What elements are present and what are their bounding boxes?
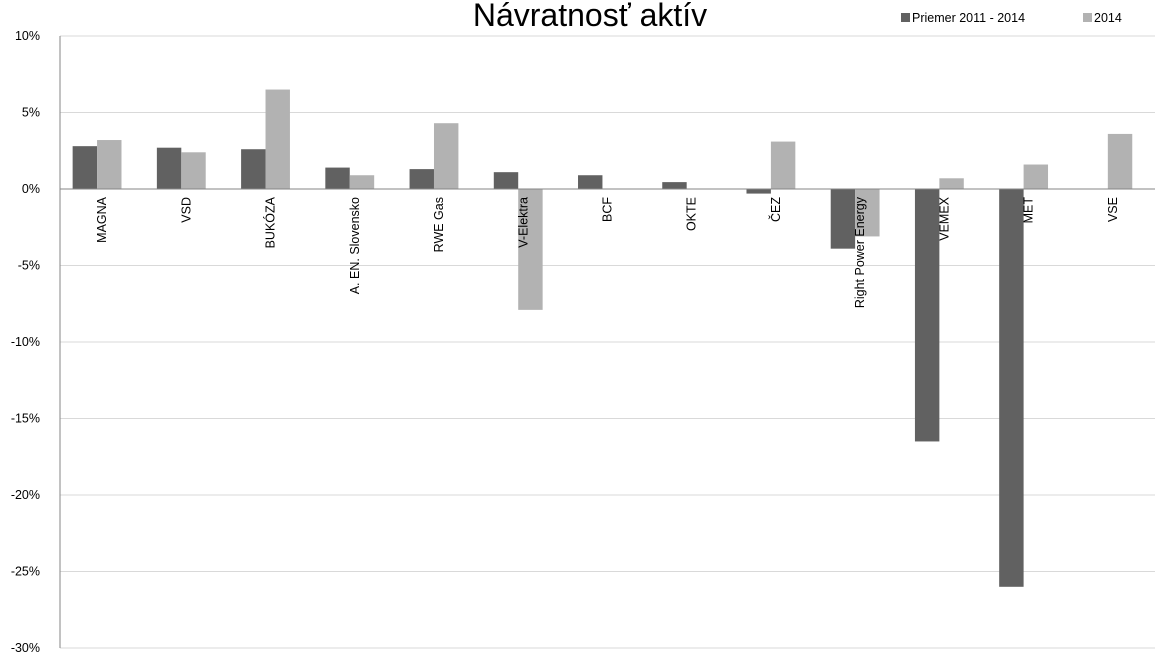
bar-series-2-10: [939, 178, 964, 189]
bar-series-1-2: [241, 149, 266, 189]
y-tick-label: -5%: [18, 259, 40, 273]
bar-series-2-3: [349, 175, 375, 189]
bar-series-2-9: [855, 189, 880, 237]
bar-series-1-1: [156, 147, 182, 189]
y-tick-label: -25%: [11, 565, 40, 579]
chart-title: Návratnosť aktív: [473, 0, 707, 33]
category-label: A. EN. Slovensko: [348, 197, 362, 294]
category-label: BUKÓZA: [263, 196, 278, 248]
bar-series-1-5: [493, 172, 519, 189]
bar-series-2-11: [1023, 164, 1049, 189]
category-label: V-Elektra: [516, 197, 530, 248]
category-label: VEMEX: [937, 196, 951, 240]
legend-swatch-series-1: [901, 13, 910, 22]
y-axis-tick-labels: 10% 5% 0% -5% -10% -15% -20% -25% -30%: [11, 29, 40, 655]
category-label: ČEZ: [768, 197, 783, 222]
y-tick-label: -15%: [11, 412, 40, 426]
bar-series-1-4: [409, 169, 434, 189]
bar-series-1-6: [578, 175, 603, 189]
bar-series-1-8: [746, 189, 771, 194]
y-tick-label: -20%: [11, 488, 40, 502]
bar-series-1-0: [72, 146, 98, 189]
legend-label-series-1: Priemer 2011 - 2014: [912, 11, 1025, 25]
bar-series-2-5: [518, 189, 543, 310]
bar-series-1-9: [830, 189, 856, 249]
category-label: VSD: [179, 197, 193, 223]
category-label: Right Power Energy: [853, 196, 867, 308]
y-tick-label: -30%: [11, 641, 40, 655]
y-tick-label: -10%: [11, 335, 40, 349]
y-tick-label: 5%: [22, 106, 40, 120]
legend-swatch-series-2: [1083, 13, 1092, 22]
category-label: MAGNA: [95, 196, 109, 243]
gridlines: [60, 35, 1155, 649]
category-label: OKTE: [685, 197, 699, 231]
bar-series-2-8: [770, 141, 796, 189]
bar-series-2-0: [97, 140, 122, 189]
category-label: RWE Gas: [432, 197, 446, 252]
axes: [59, 36, 1155, 648]
bar-series-2-2: [265, 89, 290, 189]
bars: [72, 89, 1133, 587]
y-tick-label: 0%: [22, 182, 40, 196]
bar-series-2-4: [433, 123, 459, 189]
category-label: VSE: [1106, 197, 1120, 222]
category-label: MET: [1022, 197, 1036, 224]
bar-series-1-10: [914, 189, 940, 442]
category-label: BCF: [601, 197, 615, 222]
y-tick-label: 10%: [15, 29, 40, 43]
bar-series-1-3: [325, 167, 350, 189]
legend-label-series-2: 2014: [1094, 11, 1122, 25]
bar-series-1-7: [662, 182, 687, 189]
legend: Priemer 2011 - 2014 2014: [901, 11, 1122, 25]
category-labels: MAGNA VSD BUKÓZA A. EN. Slovensko RWE Gas V-E…: [95, 196, 1120, 308]
bar-series-2-1: [181, 152, 206, 189]
bar-series-1-11: [999, 189, 1024, 587]
bar-series-2-12: [1107, 133, 1133, 189]
